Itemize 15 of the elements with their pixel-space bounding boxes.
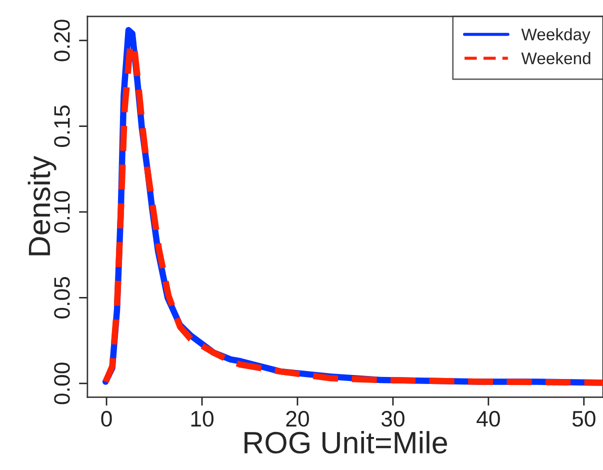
y-axis-title: Density (28, 156, 56, 256)
legend-label: Weekend (521, 52, 590, 64)
y-tick-label: 0.20 (54, 20, 70, 62)
x-tick-label: 50 (572, 410, 596, 427)
y-tick-label: 0.00 (54, 362, 70, 404)
x-tick-label: 40 (476, 410, 500, 427)
y-tick-label: 0.10 (54, 191, 70, 233)
y-tick-label: 0.05 (54, 276, 70, 318)
x-tick-label: 20 (286, 410, 309, 427)
y-tick-label: 0.15 (54, 106, 70, 147)
x-tick-label: 10 (191, 410, 214, 427)
x-tick-label: 0 (101, 410, 112, 427)
x-tick-label: 30 (381, 410, 404, 427)
x-axis-title: ROG Unit=Mile (244, 431, 448, 454)
legend-label: Weekday (521, 28, 590, 44)
